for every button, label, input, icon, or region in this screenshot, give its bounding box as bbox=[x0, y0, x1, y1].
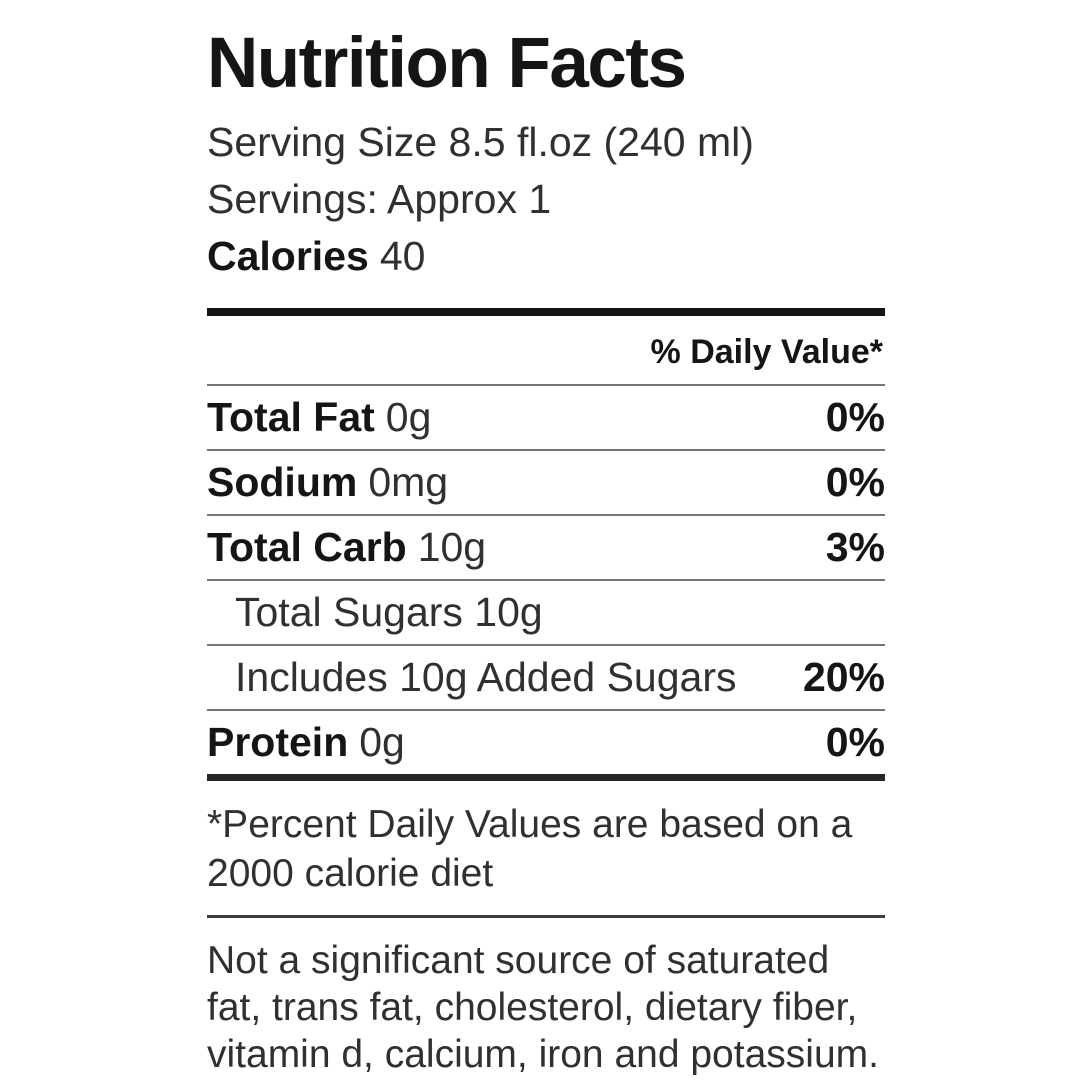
row-divider bbox=[207, 449, 885, 451]
nutrient-name: Total Carb bbox=[207, 524, 407, 570]
thick-divider-top bbox=[207, 308, 885, 316]
calories-label: Calories bbox=[207, 233, 369, 279]
nutrient-daily-value: 0% bbox=[825, 459, 885, 505]
label-title: Nutrition Facts bbox=[207, 24, 687, 103]
daily-value-footnote: *Percent Daily Values are based on a 200… bbox=[207, 803, 853, 895]
nutrient-daily-value: 0% bbox=[825, 719, 885, 765]
row-divider bbox=[207, 709, 885, 711]
footnote-divider bbox=[207, 915, 885, 918]
nutrient-daily-value: 20% bbox=[802, 654, 885, 700]
nutrient-amount: 10g bbox=[417, 524, 487, 570]
servings-line: Servings: Approx 1 bbox=[207, 176, 552, 222]
table-row-total-fat: Total Fat 0g 0% bbox=[207, 386, 885, 449]
nutrient-name: Total Fat bbox=[207, 394, 375, 440]
table-row-protein: Protein 0g 0% bbox=[207, 711, 885, 774]
table-row-sodium: Sodium 0mg 0% bbox=[207, 451, 885, 514]
nutrient-amount: Total Sugars 10g bbox=[235, 589, 543, 635]
calories-value: 40 bbox=[379, 233, 426, 279]
nutrient-amount: 0mg bbox=[368, 459, 449, 505]
table-row-added-sugars: Includes 10g Added Sugars 20% bbox=[207, 646, 885, 709]
nutrient-daily-value: 3% bbox=[825, 524, 885, 570]
not-significant-source-text: Not a significant source of saturated fa… bbox=[207, 939, 879, 1076]
nutrient-amount: 0g bbox=[359, 719, 405, 765]
calories-line: Calories 40 bbox=[207, 228, 885, 285]
nutrient-amount: Includes 10g Added Sugars bbox=[235, 654, 737, 700]
nutrient-daily-value: 0% bbox=[825, 394, 885, 440]
serving-size-line: Serving Size 8.5 fl.oz (240 ml) bbox=[207, 119, 754, 165]
nutrient-name: Sodium bbox=[207, 459, 358, 505]
nutrient-name: Protein bbox=[207, 719, 349, 765]
row-divider bbox=[207, 644, 885, 646]
row-divider bbox=[207, 514, 885, 516]
nutrient-amount: 0g bbox=[385, 394, 432, 440]
nutrition-facts-label: Nutrition Facts Serving Size 8.5 fl.oz (… bbox=[207, 24, 885, 1078]
thick-divider-bottom bbox=[207, 774, 885, 781]
row-divider bbox=[207, 579, 885, 581]
daily-value-header: % Daily Value* bbox=[650, 333, 883, 371]
row-divider bbox=[207, 384, 885, 386]
table-row-total-carb: Total Carb 10g 3% bbox=[207, 516, 885, 579]
table-row-total-sugars: Total Sugars 10g bbox=[207, 581, 885, 644]
